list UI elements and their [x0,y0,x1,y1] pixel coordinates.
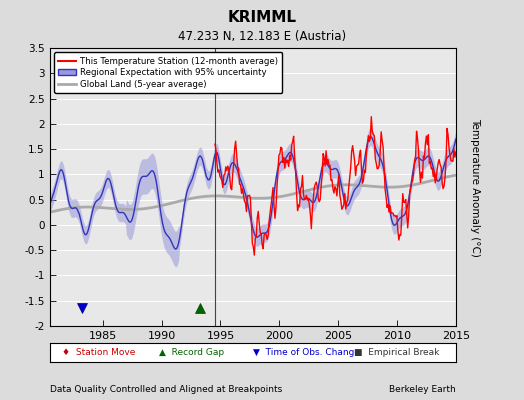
Text: ■  Empirical Break: ■ Empirical Break [354,348,440,357]
Text: KRIMML: KRIMML [227,10,297,25]
Text: Berkeley Earth: Berkeley Earth [389,385,456,394]
Text: 47.233 N, 12.183 E (Austria): 47.233 N, 12.183 E (Austria) [178,30,346,43]
Legend: This Temperature Station (12-month average), Regional Expectation with 95% uncer: This Temperature Station (12-month avera… [54,52,282,93]
Text: Data Quality Controlled and Aligned at Breakpoints: Data Quality Controlled and Aligned at B… [50,385,282,394]
Y-axis label: Temperature Anomaly (°C): Temperature Anomaly (°C) [470,118,480,256]
Text: ▼  Time of Obs. Change: ▼ Time of Obs. Change [253,348,360,357]
Text: ▲  Record Gap: ▲ Record Gap [159,348,225,357]
Text: ♦  Station Move: ♦ Station Move [62,348,135,357]
